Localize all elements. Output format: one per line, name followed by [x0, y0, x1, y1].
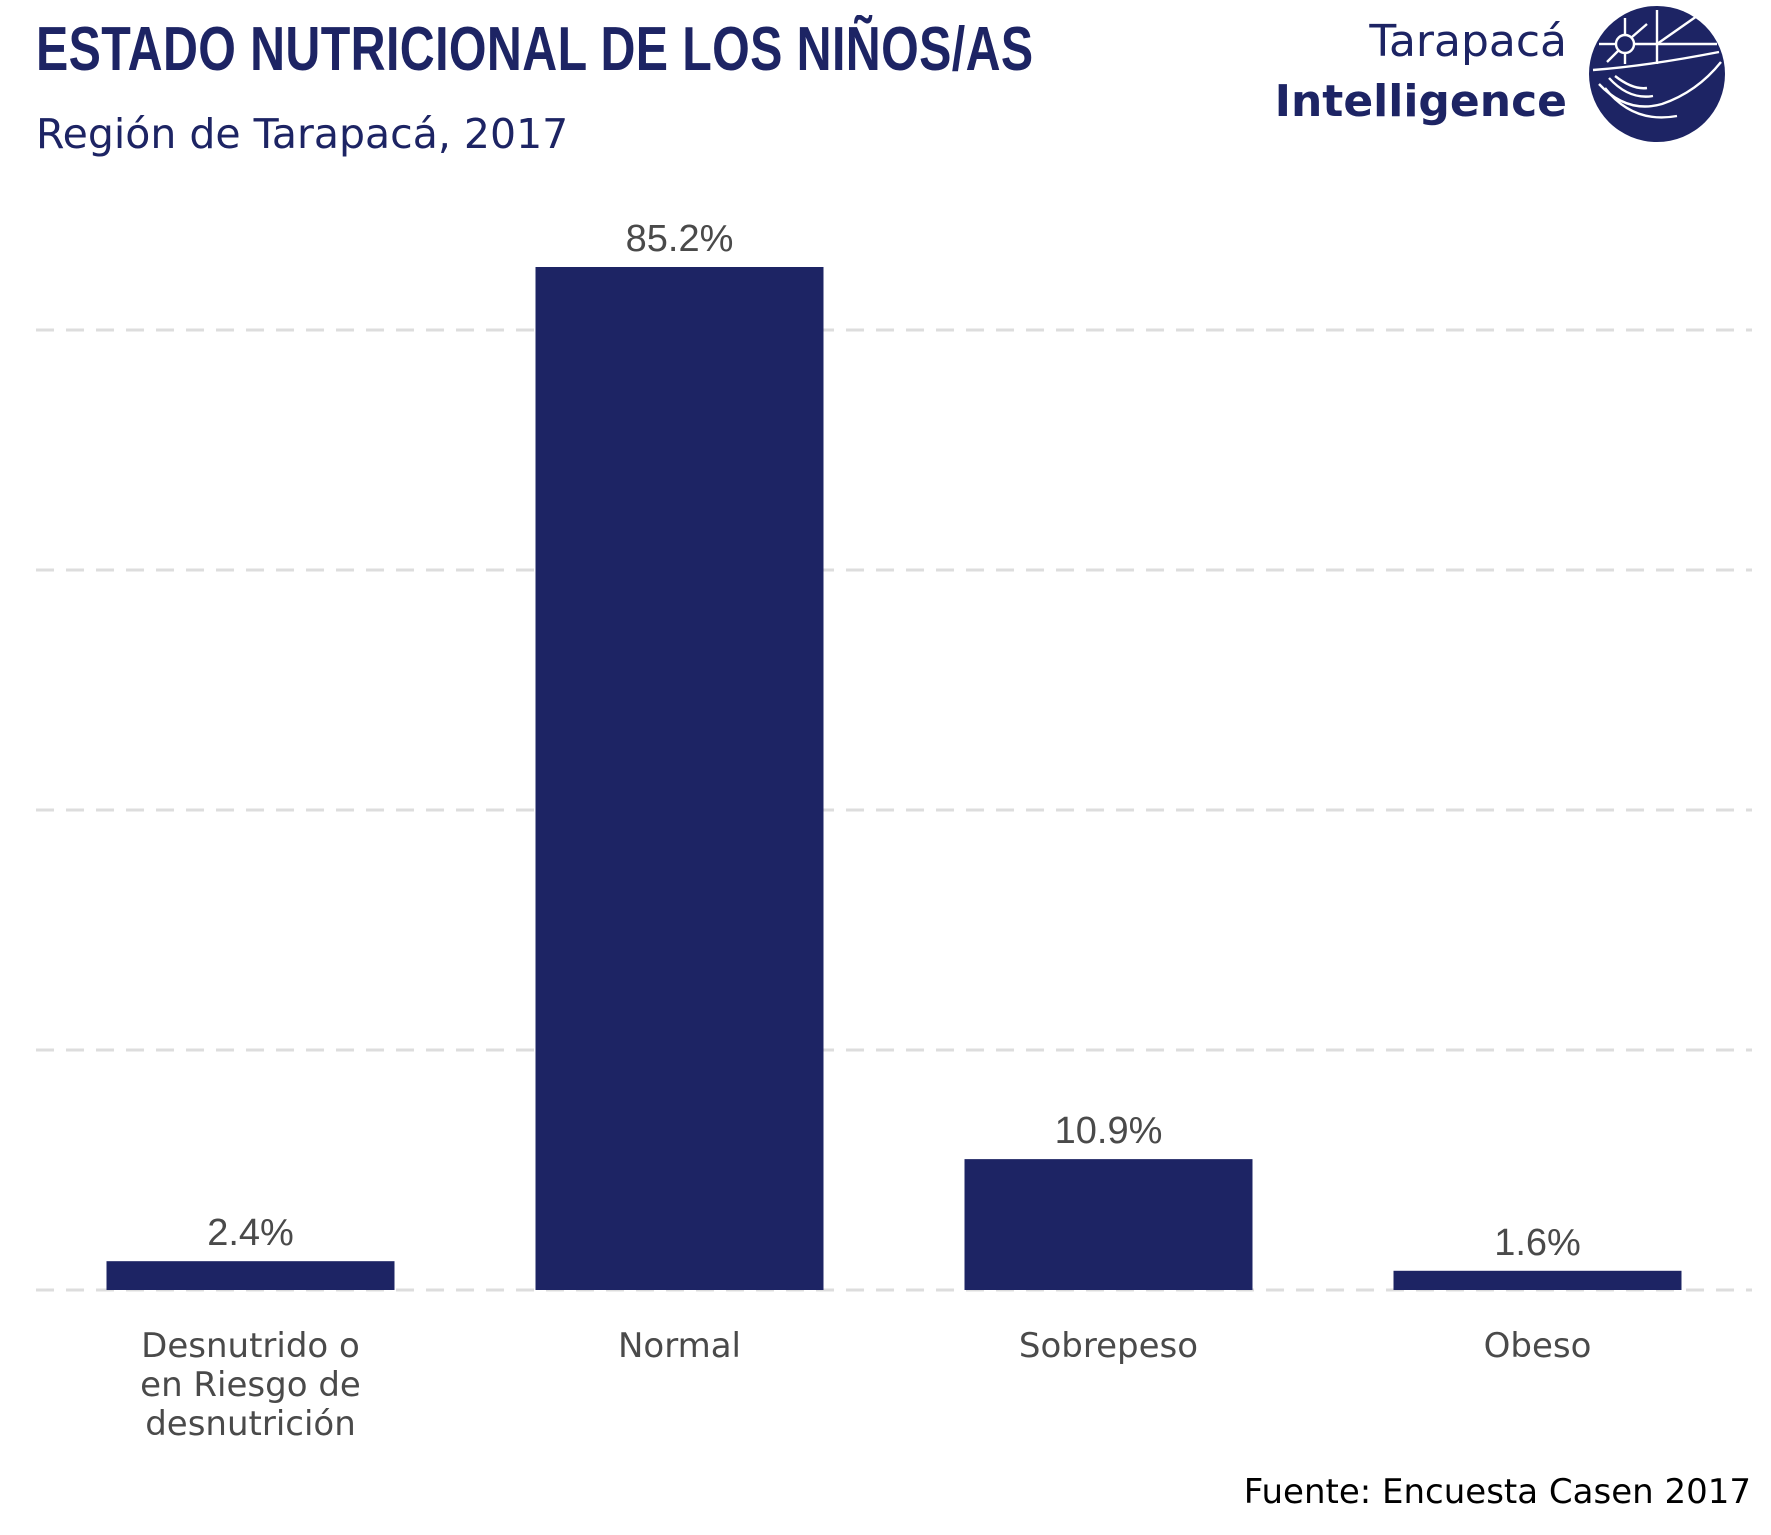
x-tick-label-line: Obeso	[1484, 1326, 1592, 1366]
x-tick-label-line: en Riesgo de	[140, 1365, 361, 1405]
bar	[964, 1159, 1253, 1290]
x-tick-label-line: Sobrepeso	[1019, 1326, 1198, 1366]
x-tick-label-line: Normal	[618, 1326, 741, 1366]
x-tick-label: Normal	[618, 1326, 741, 1366]
x-tick-label-line: Desnutrido o	[141, 1326, 360, 1366]
data-label: 10.9%	[1055, 1110, 1163, 1152]
x-tick-label: Desnutrido o en Riesgo de desnutrición	[140, 1326, 361, 1444]
data-label: 1.6%	[1494, 1222, 1581, 1264]
data-labels: 2.4% 85.2% 10.9% 1.6%	[207, 218, 1581, 1264]
x-axis-tick-labels: Desnutrido o en Riesgo de desnutrición Norm…	[140, 1326, 1591, 1444]
logo-text-line2: Intelligence	[1274, 76, 1567, 127]
chart-title: ESTADO NUTRICIONAL DE LOS NIÑOS/AS	[36, 15, 1034, 84]
bar	[106, 1261, 395, 1290]
data-label: 85.2%	[626, 218, 734, 260]
gridlines	[36, 328, 1752, 1292]
x-tick-label: Sobrepeso	[1019, 1326, 1198, 1366]
bars	[106, 267, 1682, 1290]
globe-compass-icon	[1589, 6, 1725, 142]
bar	[535, 267, 824, 1290]
data-label: 2.4%	[207, 1212, 294, 1254]
bar	[1393, 1270, 1682, 1290]
logo-text-line1: Tarapacá	[1369, 16, 1567, 67]
chart-subtitle: Región de Tarapacá, 2017	[36, 110, 569, 158]
x-tick-label-line: desnutrición	[145, 1404, 356, 1444]
source-note: Fuente: Encuesta Casen 2017	[1243, 1472, 1751, 1512]
brand-logo: Tarapacá Intelligence	[1247, 0, 1727, 150]
x-tick-label: Obeso	[1484, 1326, 1592, 1366]
